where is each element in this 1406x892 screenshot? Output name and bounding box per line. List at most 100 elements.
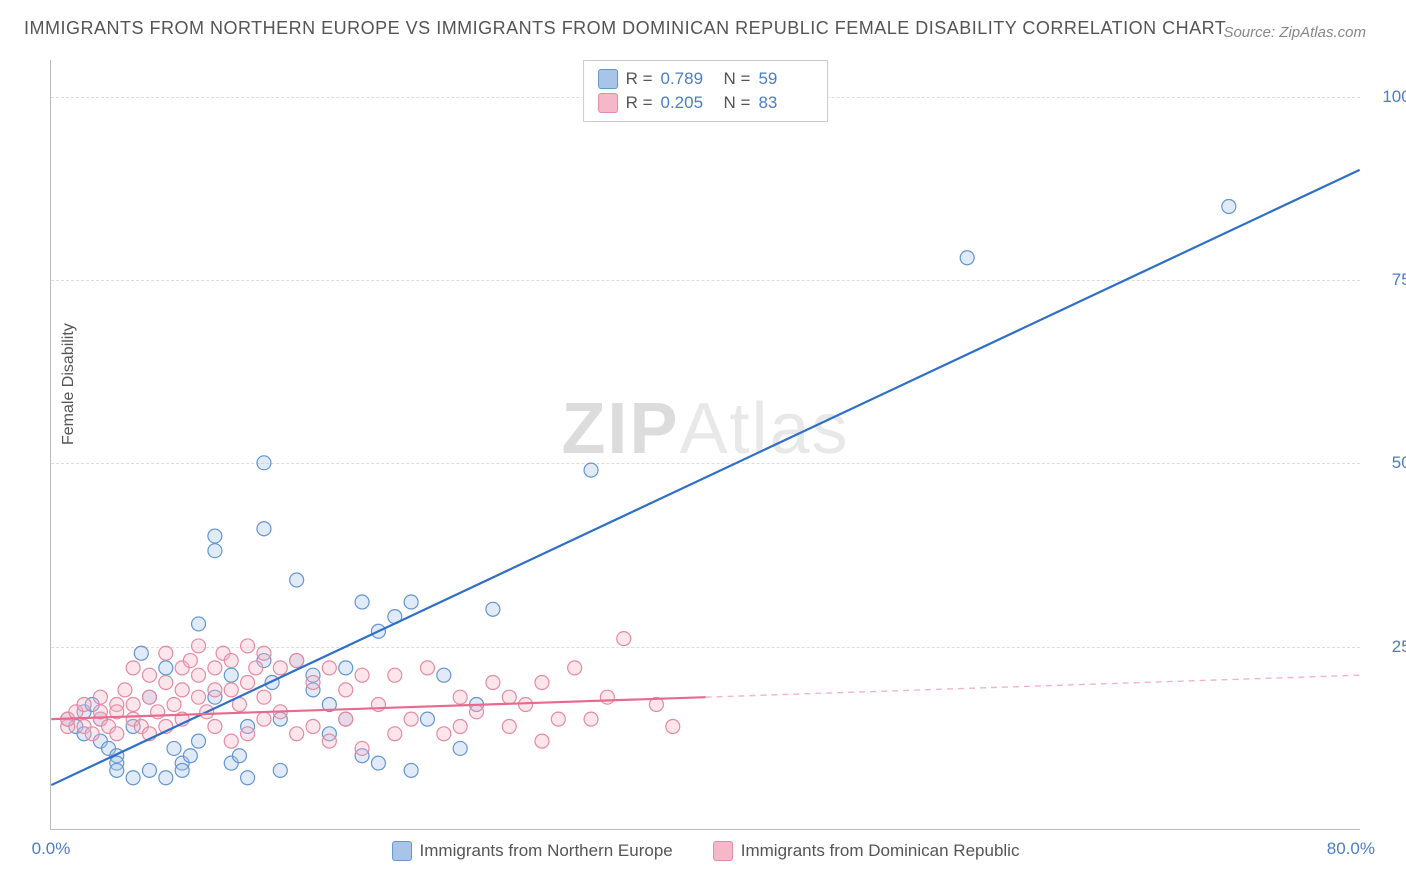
data-point — [339, 661, 353, 675]
data-point — [241, 727, 255, 741]
legend-row-series-0: R = 0.789 N = 59 — [598, 67, 814, 91]
data-point — [355, 668, 369, 682]
data-point — [273, 661, 287, 675]
data-point — [224, 668, 238, 682]
data-point — [404, 763, 418, 777]
r-value-1: 0.205 — [661, 93, 716, 113]
legend-series: Immigrants from Northern Europe Immigran… — [392, 841, 1020, 861]
data-point — [224, 654, 238, 668]
ytick-label: 50.0% — [1370, 453, 1406, 473]
data-point — [192, 617, 206, 631]
data-point — [93, 690, 107, 704]
data-point — [77, 698, 91, 712]
data-point — [241, 639, 255, 653]
xtick-1: 80.0% — [1327, 839, 1375, 859]
data-point — [960, 251, 974, 265]
data-point — [404, 595, 418, 609]
data-point — [535, 676, 549, 690]
data-point — [437, 668, 451, 682]
series-name-1: Immigrants from Dominican Republic — [741, 841, 1020, 861]
data-point — [322, 734, 336, 748]
data-point — [208, 661, 222, 675]
chart-title: IMMIGRANTS FROM NORTHERN EUROPE VS IMMIG… — [24, 18, 1226, 39]
data-point — [257, 712, 271, 726]
data-point — [224, 734, 238, 748]
data-point — [453, 719, 467, 733]
data-point — [134, 646, 148, 660]
data-point — [257, 646, 271, 660]
data-point — [486, 602, 500, 616]
data-point — [159, 676, 173, 690]
data-point — [167, 698, 181, 712]
data-point — [208, 529, 222, 543]
data-point — [192, 668, 206, 682]
data-point — [584, 712, 598, 726]
data-point — [666, 719, 680, 733]
data-point — [306, 676, 320, 690]
ytick-label: 100.0% — [1370, 87, 1406, 107]
data-point — [420, 661, 434, 675]
data-point — [142, 668, 156, 682]
data-point — [167, 741, 181, 755]
series-name-0: Immigrants from Northern Europe — [420, 841, 673, 861]
data-point — [355, 595, 369, 609]
data-point — [118, 683, 132, 697]
data-point — [322, 661, 336, 675]
data-point — [519, 698, 533, 712]
data-point — [600, 690, 614, 704]
data-point — [183, 749, 197, 763]
data-point — [290, 654, 304, 668]
data-point — [241, 771, 255, 785]
ytick-label: 25.0% — [1370, 637, 1406, 657]
xtick-0: 0.0% — [32, 839, 71, 859]
source-label: Source: ZipAtlas.com — [1223, 24, 1366, 41]
data-point — [257, 456, 271, 470]
data-point — [241, 676, 255, 690]
data-point — [232, 749, 246, 763]
r-label: R = — [626, 93, 653, 113]
n-label: N = — [724, 69, 751, 89]
data-point — [551, 712, 565, 726]
data-point — [584, 463, 598, 477]
data-point — [85, 727, 99, 741]
legend-item-0: Immigrants from Northern Europe — [392, 841, 673, 861]
data-point — [126, 771, 140, 785]
plot-area: ZIPAtlas Female Disability 25.0%50.0%75.… — [50, 60, 1360, 830]
data-point — [208, 719, 222, 733]
data-point — [273, 763, 287, 777]
data-point — [290, 573, 304, 587]
data-point — [192, 690, 206, 704]
data-point — [192, 734, 206, 748]
data-point — [142, 690, 156, 704]
legend-row-series-1: R = 0.205 N = 83 — [598, 91, 814, 115]
data-point — [110, 763, 124, 777]
data-point — [159, 771, 173, 785]
data-point — [339, 683, 353, 697]
data-point — [110, 727, 124, 741]
data-point — [502, 719, 516, 733]
data-point — [208, 683, 222, 697]
legend-item-1: Immigrants from Dominican Republic — [713, 841, 1020, 861]
data-point — [126, 661, 140, 675]
data-point — [617, 632, 631, 646]
swatch-series-0-b — [392, 841, 412, 861]
data-point — [388, 727, 402, 741]
data-point — [388, 668, 402, 682]
data-point — [535, 734, 549, 748]
data-point — [249, 661, 263, 675]
data-point — [339, 712, 353, 726]
data-point — [224, 683, 238, 697]
n-value-1: 83 — [758, 93, 813, 113]
data-point — [1222, 199, 1236, 213]
data-point — [208, 544, 222, 558]
data-point — [175, 683, 189, 697]
data-point — [486, 676, 500, 690]
data-point — [437, 727, 451, 741]
data-point — [257, 522, 271, 536]
data-point — [453, 690, 467, 704]
data-point — [175, 763, 189, 777]
swatch-series-0 — [598, 69, 618, 89]
data-point — [420, 712, 434, 726]
data-point — [159, 661, 173, 675]
r-value-0: 0.789 — [661, 69, 716, 89]
